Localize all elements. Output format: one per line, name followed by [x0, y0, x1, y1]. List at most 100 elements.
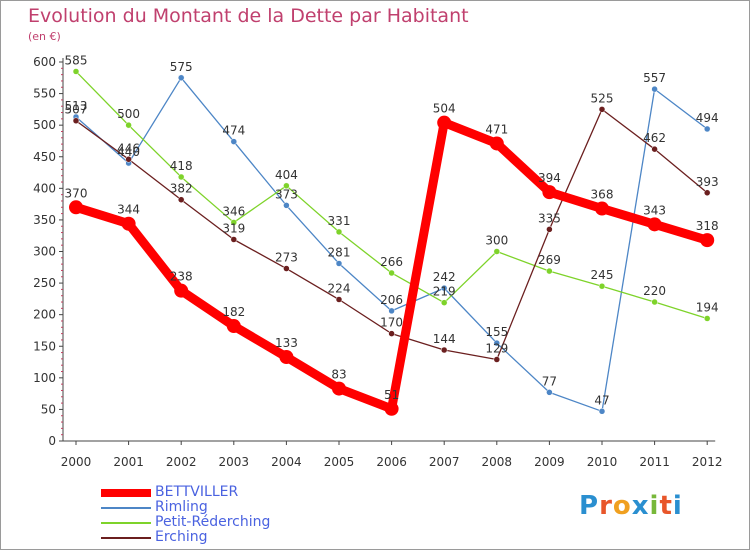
- data-point: [177, 74, 185, 82]
- data-point: [493, 248, 501, 255]
- data-label: 346: [222, 204, 245, 218]
- y-tick-label: 550: [33, 87, 56, 101]
- y-tick-label: 250: [33, 276, 56, 290]
- data-point: [703, 315, 711, 322]
- data-label: 370: [65, 186, 88, 200]
- data-point: [700, 233, 715, 248]
- data-label: 206: [380, 293, 403, 307]
- data-label: 245: [591, 268, 614, 282]
- x-tick-label: 2010: [587, 455, 618, 469]
- data-label: 133: [275, 336, 298, 350]
- data-label: 242: [433, 270, 456, 284]
- x-tick-label: 2002: [166, 455, 197, 469]
- data-point: [493, 356, 501, 363]
- data-label: 504: [433, 102, 456, 116]
- data-label: 462: [643, 131, 666, 145]
- x-tick-label: 2008: [482, 455, 513, 469]
- data-label: 129: [485, 342, 508, 356]
- data-point: [647, 217, 662, 232]
- data-point: [125, 156, 132, 163]
- y-tick-label: 400: [33, 181, 56, 195]
- data-label: 418: [170, 159, 193, 173]
- data-label: 281: [328, 246, 351, 260]
- logo-letter: r: [599, 491, 613, 521]
- logo-letter: i: [649, 491, 660, 521]
- logo-letter: o: [612, 491, 632, 521]
- data-point: [283, 182, 290, 190]
- data-point: [651, 145, 658, 153]
- x-tick-label: 2005: [324, 455, 355, 469]
- data-label: 440: [117, 145, 140, 159]
- y-unit-label: (en €): [28, 30, 61, 43]
- data-label: 404: [275, 168, 298, 182]
- data-point: [437, 115, 452, 130]
- data-label: 182: [222, 305, 245, 319]
- y-tick-label: 200: [33, 308, 56, 322]
- data-point: [546, 226, 553, 233]
- data-point: [440, 284, 448, 292]
- data-point: [177, 196, 185, 203]
- data-point: [283, 202, 290, 209]
- data-label: 194: [696, 300, 719, 314]
- data-label: 300: [485, 234, 508, 248]
- data-label: 220: [643, 284, 666, 298]
- data-point: [598, 282, 606, 290]
- logo-letter: x: [631, 491, 650, 521]
- data-point: [493, 339, 501, 347]
- data-label: 219: [433, 285, 456, 299]
- data-point: [226, 319, 241, 334]
- data-label: 513: [65, 99, 88, 113]
- data-point: [546, 267, 553, 275]
- legend-label: BETTVILLER: [155, 484, 239, 500]
- data-point: [69, 200, 83, 215]
- legend-label: Petit-Réderching: [155, 514, 271, 530]
- data-point: [125, 121, 132, 129]
- data-label: 319: [222, 221, 245, 235]
- data-label: 155: [485, 325, 508, 339]
- legend-swatch: [101, 507, 151, 509]
- data-point: [279, 349, 294, 364]
- data-label: 238: [170, 270, 193, 284]
- data-label: 273: [275, 251, 298, 265]
- data-label: 83: [331, 368, 346, 382]
- data-point: [388, 307, 395, 315]
- logo-letter: i: [672, 491, 683, 521]
- data-label: 269: [538, 253, 561, 267]
- data-point: [335, 228, 343, 236]
- y-tick-label: 600: [33, 55, 56, 69]
- data-label: 557: [643, 71, 666, 85]
- data-point: [651, 85, 658, 93]
- data-point: [703, 125, 711, 133]
- data-label: 368: [591, 188, 614, 202]
- x-tick-label: 2012: [692, 455, 723, 469]
- data-label: 170: [380, 316, 403, 330]
- data-point: [598, 106, 606, 113]
- data-point: [121, 216, 136, 231]
- legend-swatch: [101, 522, 151, 524]
- data-label: 47: [594, 393, 609, 407]
- data-label: 474: [222, 124, 245, 138]
- data-point: [546, 389, 553, 396]
- data-point: [230, 219, 238, 226]
- logo-letter: t: [659, 491, 673, 521]
- series-line: [75, 77, 708, 412]
- x-tick-label: 2004: [271, 455, 302, 469]
- data-label: 507: [65, 103, 88, 117]
- y-tick-label: 50: [41, 402, 56, 416]
- data-point: [388, 269, 395, 277]
- data-label: 525: [591, 91, 614, 105]
- data-label: 575: [170, 60, 193, 74]
- data-point: [542, 185, 557, 200]
- data-label: 144: [433, 332, 456, 346]
- data-label: 373: [275, 187, 298, 201]
- data-label: 585: [65, 53, 88, 67]
- data-point: [440, 299, 448, 306]
- data-label: 494: [696, 111, 719, 125]
- y-tick-label: 300: [33, 245, 56, 259]
- data-point: [335, 296, 343, 303]
- legend-label: Erching: [155, 529, 208, 545]
- legend-swatch: [101, 489, 151, 497]
- x-tick-label: 2009: [534, 455, 565, 469]
- data-point: [230, 138, 238, 145]
- data-point: [283, 265, 290, 272]
